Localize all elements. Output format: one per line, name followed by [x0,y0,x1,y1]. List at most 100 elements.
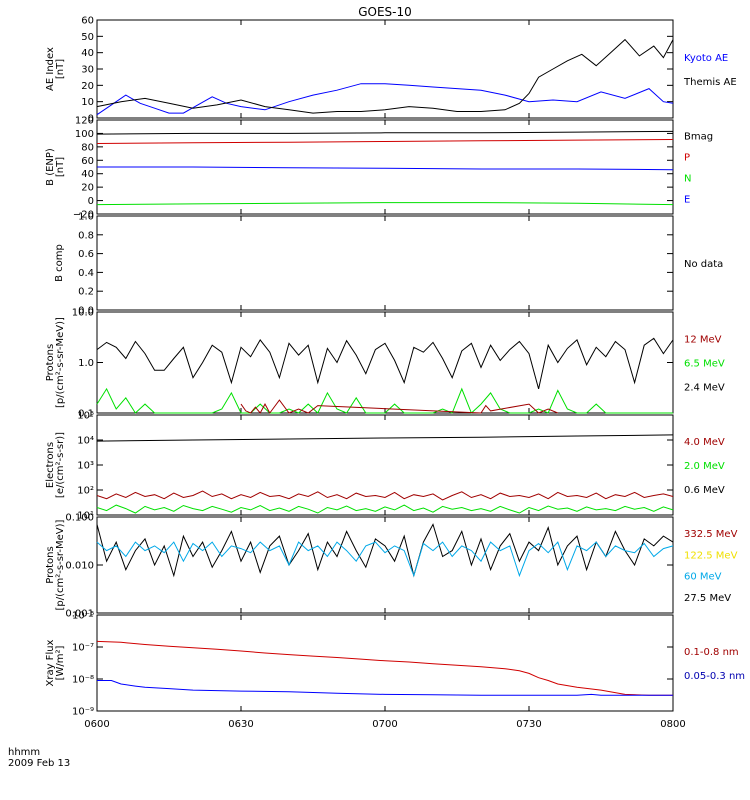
legend-n: N [684,173,691,184]
panel-xray: 10⁻⁹ 10⁻⁸ 10⁻⁷ 10⁻⁶ Xray Flux [W/m²] 0.1-0.8 n… [45,611,745,718]
series-p [96,139,674,144]
y-tick-label: 10⁻⁸ [72,675,94,686]
legend-p: P [684,153,690,164]
panel-bfield: −20 0 20 40 60 80 100 120 B (ENP) [nT] Bmag PNE [45,116,713,221]
series-e [97,166,674,171]
y-tick-label: 0.0 [78,306,94,317]
y-tick-label: 20 [81,183,94,194]
y-tick-label: 0.8 [78,230,94,241]
legend-332-5-mev: 332.5 MeV [684,529,738,540]
legend-no-data: No data [684,259,723,270]
series-0-05-0-3-nm [97,680,673,696]
legend-6-5-mev: 6.5 MeV [684,359,725,370]
panel-protons: 0.1 1.0 10.0 Protons [p/(cm²-s-sr-MeV)] 12 Me… [45,308,725,420]
series-themis-ae [96,38,674,114]
panel-frame [96,414,674,516]
y-axis-label: [nT] [55,59,66,79]
y-tick-label: 60 [81,156,94,167]
y-tick-label: 1.0 [78,212,94,223]
y-tick-label: 10⁵ [77,411,94,422]
series-0-6-mev [96,434,674,442]
x-tick-label: 0600 [84,719,109,730]
legend-2-4-mev: 2.4 MeV [684,383,725,394]
y-tick-label: 0.001 [65,609,94,620]
legend-0-05-0-3-nm: 0.05-0.3 nm [684,671,745,682]
x-tick-label: 0730 [516,719,541,730]
y-tick-label: 10¹ [77,511,94,522]
y-tick-label: 10⁴ [77,436,94,447]
panel-bcomp: 0.0 0.2 0.4 0.6 0.8 1.0 B comp No data [54,212,723,317]
y-tick-label: 0.4 [78,268,94,279]
y-tick-label: 30 [81,65,94,76]
y-tick-label: 10⁻⁹ [72,707,94,718]
y-axis-label: Xray Flux [45,639,56,686]
series-0-1-0-8-nm [96,640,673,696]
legend-themis-ae: Themis AE [683,77,737,88]
y-tick-label: 10 [81,97,94,108]
y-tick-label: 0.100 [65,513,94,524]
y-tick-label: 50 [81,32,94,43]
legend-122-5-mev: 122.5 MeV [684,550,738,561]
legend-12-mev: 12 MeV [684,335,722,346]
y-tick-label: 10⁻⁷ [72,643,94,654]
y-axis-label: Protons [45,344,56,381]
y-axis-label: Protons [45,546,56,583]
legend-0-6-mev: 0.6 MeV [684,485,725,496]
panel-frame [96,516,674,614]
series-2-4-mev [96,337,674,390]
series-bmag [96,130,674,135]
y-tick-label: 10³ [77,461,94,472]
y-axis-label: AE Index [45,47,56,91]
y-tick-label: 0.2 [78,287,94,298]
panel-frame [96,215,674,311]
y-tick-label: 0.1 [78,409,94,420]
legend-e: E [684,194,690,205]
chart-title: GOES-10 [358,5,412,19]
footer-date-label: 2009 Feb 13 [8,758,70,769]
panel-frame [96,19,674,119]
x-tick-label: 0700 [372,719,397,730]
panel-frame [96,311,674,414]
x-tick-label: 0800 [660,719,685,730]
panel-frame [96,614,674,712]
y-tick-label: 10⁻⁶ [72,611,94,622]
x-tick-label: 0630 [228,719,253,730]
y-tick-label: 100 [75,129,94,140]
y-axis-label: [p/(cm²-s-sr-MeV)] [55,317,66,408]
series-60-mev [96,541,674,578]
y-tick-label: 0.010 [65,561,94,572]
y-tick-label: 80 [81,142,94,153]
y-tick-label: 0 [88,114,94,125]
legend-2-0-mev: 2.0 MeV [684,461,725,472]
y-axis-label: [e/(cm²-s-sr)] [55,432,66,498]
series-kyoto-ae [96,83,674,116]
series-n [96,202,674,206]
y-tick-label: 60 [81,16,94,27]
panel-ae: 0 10 20 30 40 50 60 AE Index [nT] Kyoto AE Themis … [45,16,737,125]
panel-electrons: 10¹ 10² 10³ 10⁴ 10⁵ Electrons [e/(cm²-s-sr)] 4.… [45,411,725,522]
y-axis-label: [p/(cm²-s-sr-MeV)] [55,519,66,610]
y-tick-label: 10.0 [72,308,94,319]
y-axis-label: [W/m²] [55,645,66,680]
y-tick-label: 40 [81,48,94,59]
series-12-mev [240,399,558,414]
legend-60-mev: 60 MeV [684,572,722,583]
footer-time-label: hhmm [8,747,40,758]
y-tick-label: −20 [73,210,94,221]
legend-bmag: Bmag [684,132,713,143]
series-27-5-mev [96,523,674,578]
legend-kyoto-ae: Kyoto AE [684,53,728,64]
y-tick-label: 0 [88,196,94,207]
y-tick-label: 10² [77,486,94,497]
y-tick-label: 1.0 [78,358,94,369]
y-axis-label: Electrons [45,442,56,488]
legend-27-5-mev: 27.5 MeV [684,593,731,604]
y-tick-label: 20 [81,81,94,92]
y-axis-label: B (ENP) [45,148,56,186]
y-tick-label: 120 [75,116,94,127]
y-axis-label: B comp [54,244,65,282]
y-tick-label: 0.6 [78,249,94,260]
legend-4-0-mev: 4.0 MeV [684,437,725,448]
y-axis-label: [nT] [55,157,66,177]
